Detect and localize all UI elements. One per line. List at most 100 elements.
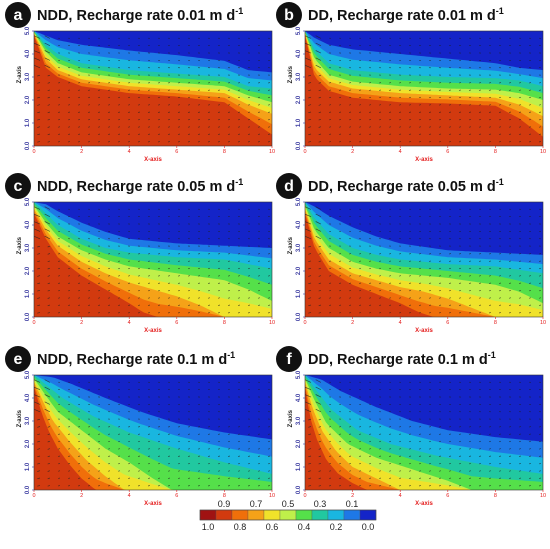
flow-arrow xyxy=(529,111,531,113)
flow-arrow xyxy=(379,118,382,121)
panel-title-superscript: -1 xyxy=(227,350,235,360)
flow-arrow xyxy=(528,426,532,428)
flow-arrow xyxy=(379,426,382,428)
flow-arrow xyxy=(197,485,201,487)
flow-arrow xyxy=(118,297,121,299)
flow-arrow xyxy=(369,118,372,121)
x-tick-label: 8 xyxy=(494,149,497,155)
flow-arrow xyxy=(329,289,332,292)
flow-arrow xyxy=(34,394,41,398)
plot-area xyxy=(34,375,272,490)
flow-arrow xyxy=(78,448,81,450)
flow-arrow xyxy=(339,282,341,284)
flow-arrow xyxy=(98,253,101,255)
flow-arrow xyxy=(187,462,191,465)
flow-arrow xyxy=(498,118,502,121)
flow-arrow xyxy=(137,82,141,84)
flow-arrow xyxy=(468,118,472,121)
flow-arrow xyxy=(118,289,121,292)
velocity-field xyxy=(34,206,271,314)
flow-arrow xyxy=(257,82,261,84)
flow-arrow xyxy=(258,455,260,457)
flow-arrow xyxy=(207,275,211,277)
flow-arrow xyxy=(157,267,161,270)
flow-arrow xyxy=(539,282,541,284)
flow-arrow xyxy=(488,96,492,99)
flow-arrow xyxy=(528,477,532,479)
flow-arrow xyxy=(478,118,482,121)
flow-arrow xyxy=(88,462,91,465)
flow-arrow xyxy=(478,141,482,143)
flow-arrow xyxy=(448,470,452,472)
flow-arrow xyxy=(227,82,231,84)
flow-arrow xyxy=(488,470,492,472)
flow-arrow xyxy=(458,297,462,299)
flow-arrow xyxy=(418,89,422,91)
flow-arrow xyxy=(47,426,51,428)
flow-arrow xyxy=(68,312,71,314)
flow-arrow xyxy=(257,433,261,435)
flow-arrow xyxy=(359,96,362,99)
flow-arrow xyxy=(399,82,402,84)
flow-arrow xyxy=(137,141,141,143)
colorbar-bottom-label: 0.4 xyxy=(298,522,311,532)
flow-arrow xyxy=(318,104,322,106)
flow-arrow xyxy=(47,289,51,292)
flow-arrow xyxy=(58,82,61,84)
flow-arrow xyxy=(379,260,382,262)
flow-arrow xyxy=(458,133,462,135)
x-tick-label: 10 xyxy=(269,320,275,326)
flow-arrow xyxy=(177,433,181,435)
flow-arrow xyxy=(248,282,250,284)
flow-arrow xyxy=(389,118,392,121)
flow-arrow xyxy=(78,297,81,299)
flow-arrow xyxy=(137,275,141,277)
flow-arrow xyxy=(207,477,211,479)
flow-arrow xyxy=(98,282,100,284)
flow-arrow xyxy=(518,289,522,292)
flow-arrow xyxy=(177,289,181,292)
flow-arrow xyxy=(448,289,452,292)
flow-arrow xyxy=(177,485,181,487)
flow-arrow xyxy=(178,282,180,284)
flow-arrow xyxy=(47,470,51,472)
x-tick-label: 10 xyxy=(540,320,546,326)
flow-arrow xyxy=(329,470,332,472)
flow-arrow xyxy=(379,485,382,487)
flow-arrow xyxy=(98,289,101,292)
x-tick-label: 6 xyxy=(446,320,449,326)
flow-arrow xyxy=(468,312,472,314)
flow-arrow xyxy=(538,433,542,435)
flow-arrow xyxy=(197,267,201,270)
flow-arrow xyxy=(267,253,271,255)
flow-arrow xyxy=(305,386,312,391)
flow-arrow xyxy=(305,50,312,54)
flow-arrow xyxy=(349,275,352,277)
flow-arrow xyxy=(118,304,121,306)
y-tick-label: 4.0 xyxy=(296,49,302,58)
flow-arrow xyxy=(118,253,121,255)
flow-arrow xyxy=(68,440,71,443)
colorbar-bottom-label: 1.0 xyxy=(202,522,215,532)
flow-arrow xyxy=(418,133,422,135)
x-tick-label: 10 xyxy=(269,493,275,499)
flow-arrow xyxy=(458,312,462,314)
flow-arrow xyxy=(58,260,61,262)
panel-title: NDD, Recharge rate 0.01 m d-1 xyxy=(37,6,243,24)
flow-arrow xyxy=(468,440,472,443)
flow-arrow xyxy=(177,118,181,121)
colorbar-swatch xyxy=(343,509,361,521)
flow-arrow xyxy=(519,111,521,113)
flow-arrow xyxy=(247,267,251,270)
flow-arrow xyxy=(349,104,352,106)
flow-arrow xyxy=(349,470,352,472)
flow-arrow xyxy=(399,297,402,299)
flow-arrow xyxy=(315,408,322,413)
flow-arrow xyxy=(88,485,91,487)
flow-arrow xyxy=(349,260,352,262)
flow-arrow xyxy=(197,477,201,479)
flow-arrow xyxy=(237,82,241,84)
flow-arrow xyxy=(177,477,181,479)
